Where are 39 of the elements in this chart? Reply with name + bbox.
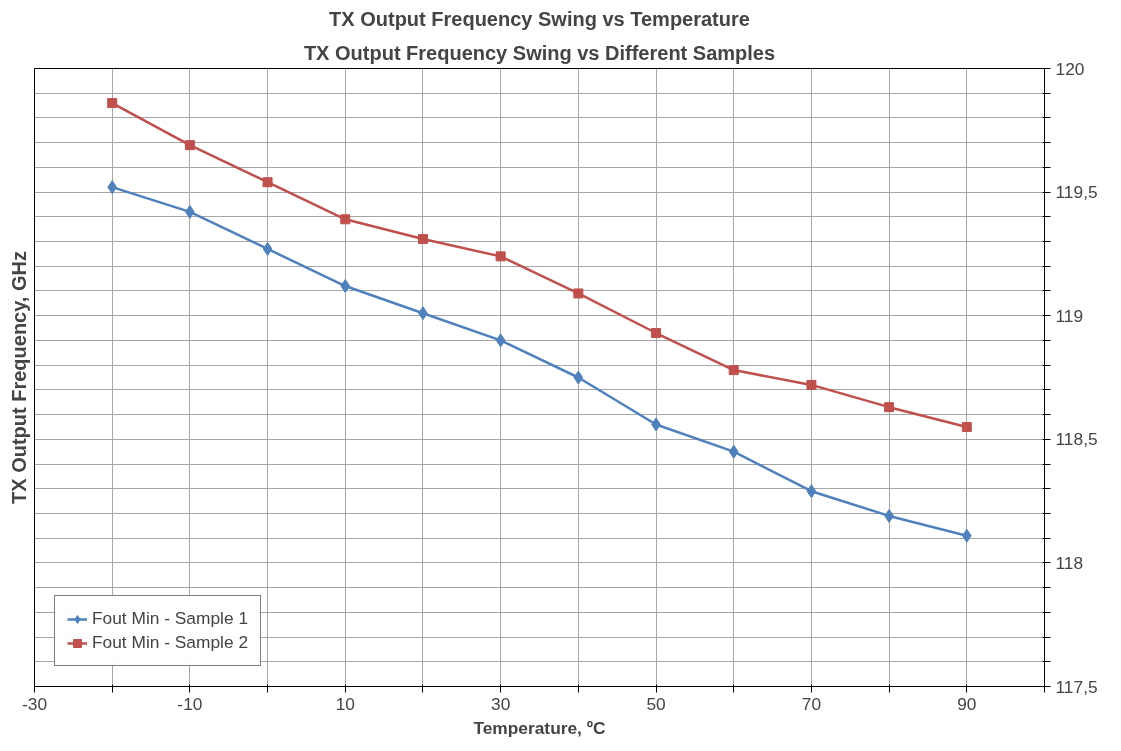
chart-subtitle: TX Output Frequency Swing vs Different Samples bbox=[303, 41, 776, 64]
point bbox=[340, 214, 351, 225]
point bbox=[184, 140, 195, 151]
point bbox=[340, 279, 351, 294]
legend-label: Fout Min - Sample 2 bbox=[92, 632, 249, 653]
point bbox=[806, 484, 817, 499]
x-tick-label: 10 bbox=[335, 693, 355, 714]
legend-label: Fout Min - Sample 1 bbox=[92, 608, 249, 629]
x-tick-label: 30 bbox=[491, 693, 511, 714]
point bbox=[884, 402, 895, 413]
y-tick-label: 119,5 bbox=[1055, 182, 1098, 203]
chart-title: TX Output Frequency Swing vs Temperature bbox=[329, 7, 750, 30]
point bbox=[573, 288, 584, 299]
point bbox=[262, 241, 273, 256]
y-tick-label: 118,5 bbox=[1055, 429, 1098, 450]
x-tick-label: -10 bbox=[177, 693, 203, 714]
point bbox=[728, 444, 739, 459]
point bbox=[495, 251, 506, 262]
x-tick-label: -30 bbox=[21, 693, 48, 714]
point bbox=[495, 333, 506, 348]
y-tick-label: 118 bbox=[1055, 552, 1084, 573]
point bbox=[262, 177, 273, 188]
point bbox=[806, 379, 817, 390]
y-tick-label: 117,5 bbox=[1055, 676, 1098, 697]
point bbox=[417, 234, 428, 245]
y-tick-label: 120 bbox=[1055, 58, 1085, 79]
x-tick-label: 70 bbox=[801, 693, 822, 714]
point bbox=[961, 421, 972, 432]
point bbox=[107, 180, 118, 195]
point bbox=[573, 370, 584, 385]
y-tick-label: 119 bbox=[1055, 305, 1084, 326]
x-tick-label: 90 bbox=[957, 693, 977, 714]
y-axis-title: TX Output Frequency, GHz bbox=[7, 251, 30, 504]
point bbox=[107, 98, 118, 109]
x-axis-title: Temperature, ºC bbox=[473, 717, 607, 738]
point bbox=[961, 528, 972, 543]
point bbox=[728, 365, 739, 376]
x-tick-label: 50 bbox=[646, 693, 666, 714]
point bbox=[651, 328, 662, 338]
